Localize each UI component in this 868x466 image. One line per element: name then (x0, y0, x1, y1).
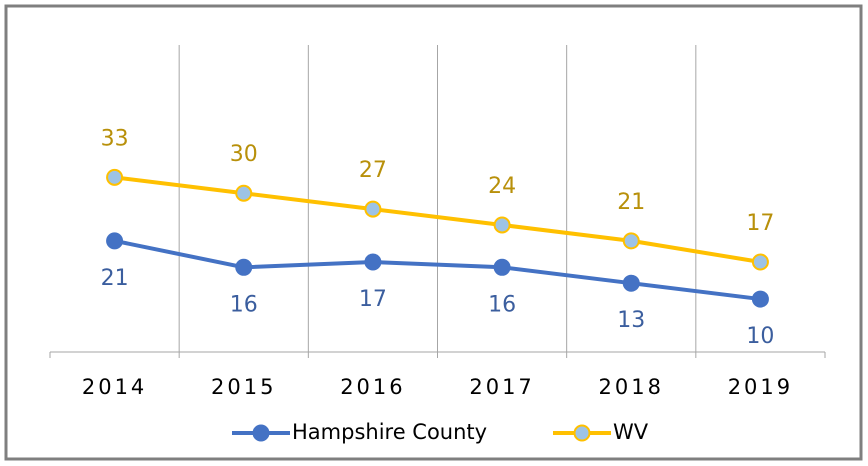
data-point (364, 200, 382, 218)
data-label: 13 (617, 308, 645, 333)
data-label: 24 (488, 174, 516, 199)
data-label: 17 (359, 287, 387, 312)
x-tick-label: 2014 (82, 375, 147, 399)
data-label: 30 (230, 142, 258, 167)
legend-marker (573, 424, 591, 442)
series-line (114, 238, 761, 302)
data-point (364, 253, 382, 271)
data-label: 17 (746, 211, 774, 236)
x-tick-label: 2016 (340, 375, 405, 399)
series-line (114, 175, 761, 264)
data-point (235, 184, 253, 202)
data-label: 21 (101, 266, 129, 291)
data-point (493, 258, 511, 276)
data-label: 16 (488, 292, 516, 317)
data-point (622, 232, 640, 250)
x-tick-label: 2018 (599, 375, 664, 399)
data-point (493, 216, 511, 234)
x-tick-label: 2015 (211, 375, 276, 399)
data-point (106, 232, 124, 250)
data-label: 33 (101, 126, 129, 151)
legend-label: WV (613, 420, 649, 444)
data-point (235, 258, 253, 276)
chart-frame (4, 4, 863, 461)
data-point (622, 274, 640, 292)
data-point (106, 168, 124, 186)
legend-marker (252, 424, 270, 442)
data-point (751, 253, 769, 271)
x-tick-label: 2017 (469, 375, 534, 399)
data-label: 21 (617, 190, 645, 215)
data-label: 10 (746, 324, 774, 349)
data-point (751, 290, 769, 308)
data-label: 27 (359, 158, 387, 183)
legend-label: Hampshire County (292, 420, 487, 444)
x-tick-label: 2019 (728, 375, 793, 399)
data-label: 16 (230, 292, 258, 317)
